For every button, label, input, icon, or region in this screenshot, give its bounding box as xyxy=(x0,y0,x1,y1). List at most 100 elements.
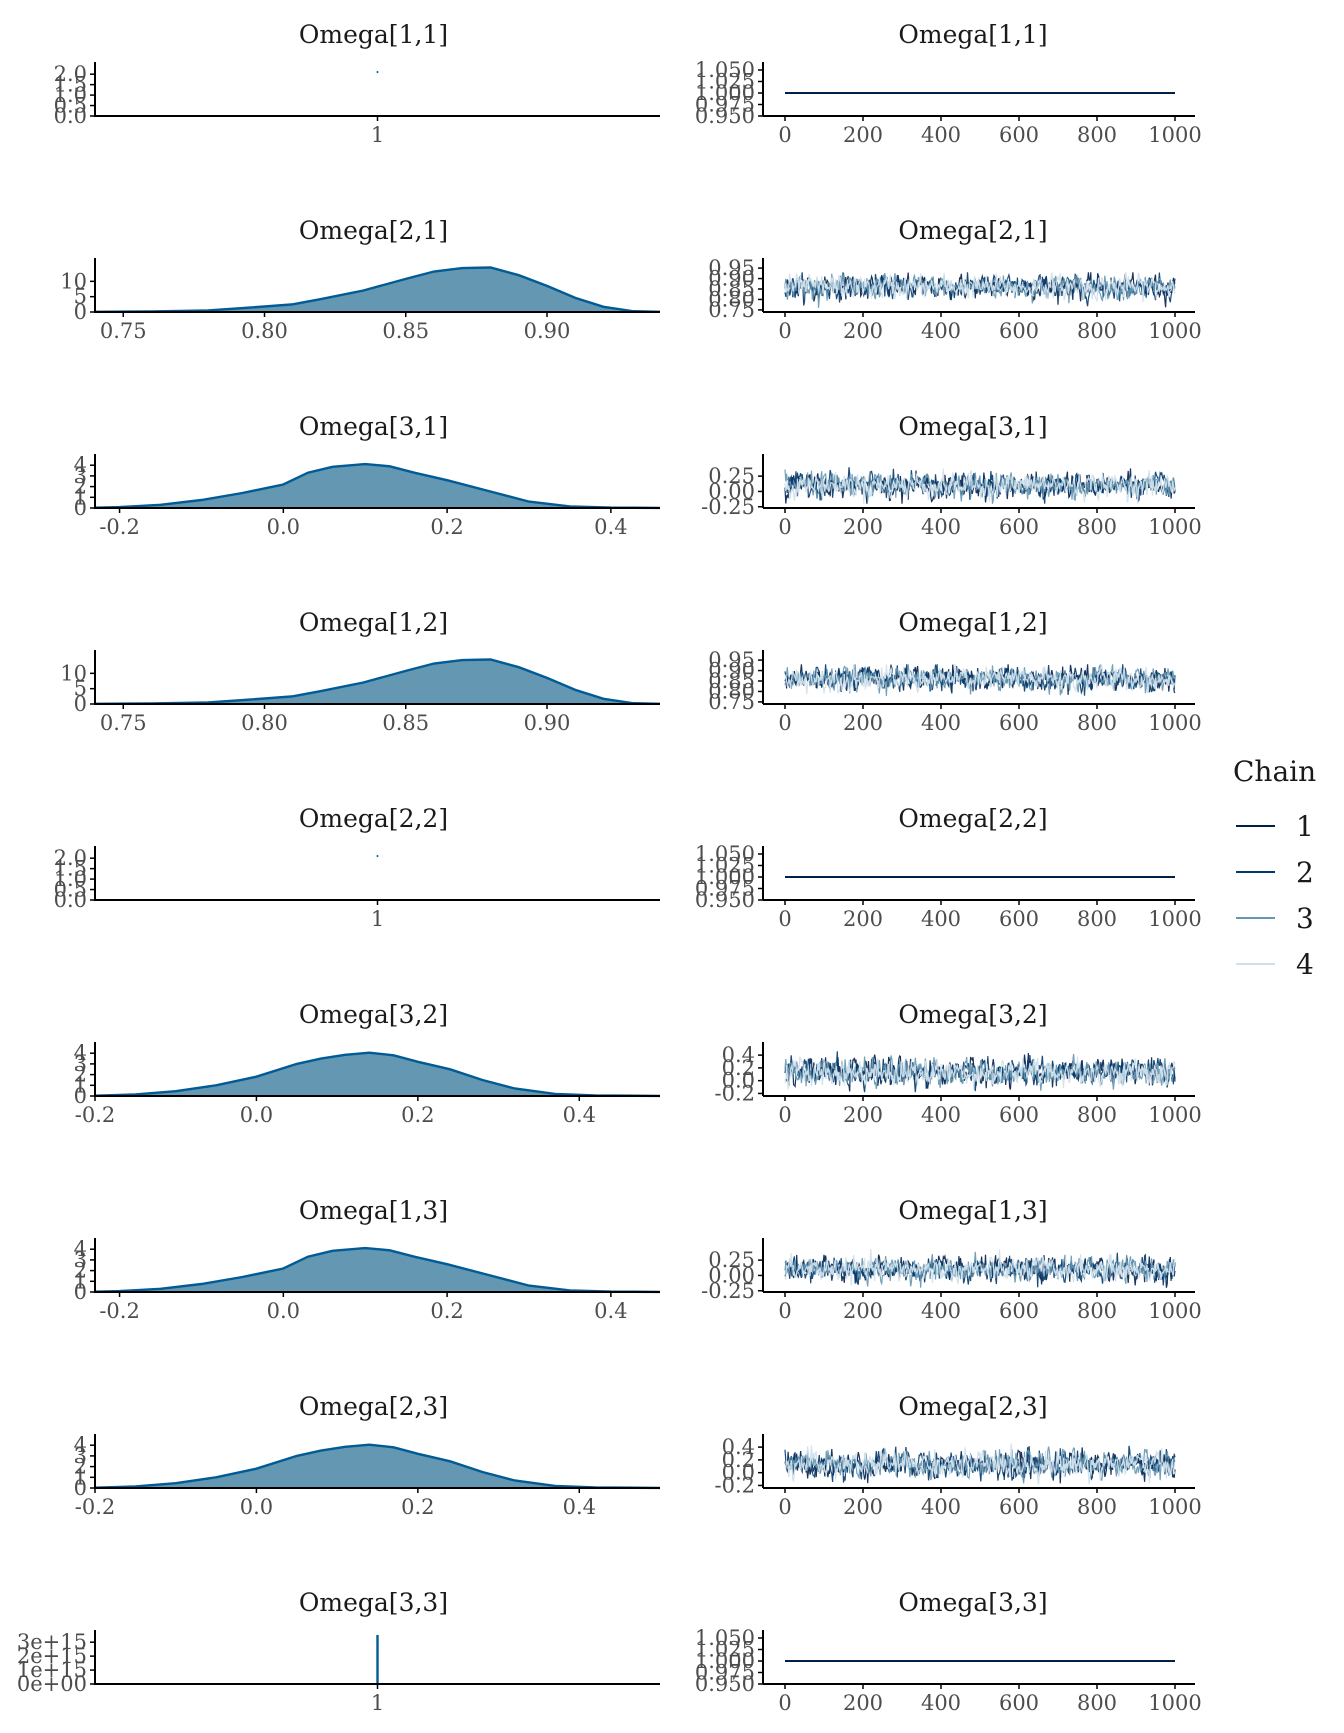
trace-y-tick-label: -0.2 xyxy=(715,1081,756,1105)
chain-legend: Chain 1 2 3 4 xyxy=(1233,755,1316,981)
density-x-tick-label: 1 xyxy=(371,123,384,147)
density-x-tick-label: 0.2 xyxy=(430,1299,463,1323)
trace-panel-title: Omega[2,2] xyxy=(898,804,1047,833)
trace-y-tick-label: 0.950 xyxy=(695,888,755,912)
density-y-tick-label: 0.0 xyxy=(54,888,87,912)
density-panel-title: Omega[1,2] xyxy=(299,608,448,637)
trace-x-tick-label: 0 xyxy=(778,515,791,539)
density-x-tick-label: 0.2 xyxy=(401,1495,434,1519)
trace-y-tick-label: 0.25 xyxy=(708,464,755,488)
trace-y-tick-label: 0.95 xyxy=(708,648,755,672)
trace-x-tick-label: 0 xyxy=(778,711,791,735)
legend-label-chain-2: 2 xyxy=(1296,856,1314,889)
trace-panel-2: Omega[2,1] 0 200 400 600 800 1000 0.750.800.850… xyxy=(708,216,1201,343)
trace-x-tick-label: 1000 xyxy=(1148,907,1201,931)
trace-y-tick-label: 0.00 xyxy=(708,479,755,503)
trace-panel-5: Omega[2,2]0 200 400 600 800 10000.9500.9751.0… xyxy=(695,804,1202,931)
trace-x-tick-label: 400 xyxy=(921,907,961,931)
trace-x-tick-label: 400 xyxy=(921,711,961,735)
trace-x-tick-label: 200 xyxy=(843,515,883,539)
density-y-tick-label: 3e+15 xyxy=(17,1630,87,1654)
density-y-tick-label: 0.5 xyxy=(54,878,87,902)
density-y-tick-label: 5 xyxy=(74,677,87,701)
density-y-tick-label: 3 xyxy=(74,464,87,488)
trace-y-tick-label: 0.85 xyxy=(708,277,755,301)
density-x-tick-label: -0.2 xyxy=(99,515,140,539)
density-x-tick-label: 0.2 xyxy=(401,1103,434,1127)
trace-x-tick-label: 400 xyxy=(921,1691,961,1715)
density-area xyxy=(95,659,660,704)
density-y-tick-label: 2.0 xyxy=(54,62,87,86)
density-y-tick-label: 0 xyxy=(74,1476,87,1500)
density-panel-title: Omega[1,3] xyxy=(299,1196,448,1225)
trace-panel-4: Omega[1,2] 0 200 400 600 800 1000 0.750.800.850… xyxy=(708,608,1201,735)
trace-y-tick-label: 0.4 xyxy=(722,1435,755,1459)
trace-y-tick-label: 0.85 xyxy=(708,669,755,693)
density-y-tick-label: 2 xyxy=(74,1063,87,1087)
trace-y-tick-label: 0.950 xyxy=(695,104,755,128)
density-y-tick-label: 1.5 xyxy=(54,73,87,97)
trace-panel-6: Omega[3,2] 0 200 400 600 800 1000 -0.20.00.20.4 xyxy=(715,1000,1202,1127)
trace-x-tick-label: 0 xyxy=(778,1299,791,1323)
density-area xyxy=(95,1052,660,1096)
density-y-tick-label: 0.0 xyxy=(54,104,87,128)
trace-x-tick-label: 400 xyxy=(921,319,961,343)
trace-x-tick-label: 200 xyxy=(843,1103,883,1127)
trace-y-tick-label: 0.90 xyxy=(708,267,755,291)
trace-x-tick-label: 200 xyxy=(843,711,883,735)
density-y-tick-label: 3 xyxy=(74,1052,87,1076)
trace-x-tick-label: 800 xyxy=(1077,515,1117,539)
density-panel-title: Omega[2,1] xyxy=(299,216,448,245)
trace-x-tick-label: 200 xyxy=(843,319,883,343)
density-y-tick-label: 4 xyxy=(74,453,87,477)
trace-x-tick-label: 600 xyxy=(999,319,1039,343)
density-y-tick-label: 2 xyxy=(74,1455,87,1479)
trace-line-chain-4 xyxy=(784,272,1176,302)
trace-y-tick-label: 1.025 xyxy=(695,70,755,94)
trace-line-chain-4 xyxy=(784,1248,1176,1286)
density-x-tick-label: 0.4 xyxy=(563,1103,596,1127)
density-x-tick-label: 0.75 xyxy=(100,711,147,735)
trace-x-tick-label: 1000 xyxy=(1148,711,1201,735)
density-y-tick-label: 3 xyxy=(74,1248,87,1272)
trace-y-tick-label: 0.80 xyxy=(708,679,755,703)
density-x-tick-label: 0.4 xyxy=(594,515,627,539)
density-x-tick-label: 1 xyxy=(371,907,384,931)
trace-panel-8: Omega[2,3] 0 200 400 600 800 1000 -0.20.00.20.4 xyxy=(715,1392,1202,1519)
trace-x-tick-label: 800 xyxy=(1077,711,1117,735)
density-x-tick-label: 0.2 xyxy=(430,515,463,539)
density-x-tick-label: 1 xyxy=(371,1691,384,1715)
trace-x-tick-label: 800 xyxy=(1077,907,1117,931)
trace-x-tick-label: 600 xyxy=(999,1495,1039,1519)
density-x-tick-label: 0.4 xyxy=(563,1495,596,1519)
density-x-tick-label: -0.2 xyxy=(99,1299,140,1323)
density-area xyxy=(95,267,660,312)
trace-y-tick-label: 0.0 xyxy=(722,1069,755,1093)
density-x-tick-label: 0.85 xyxy=(382,711,429,735)
trace-y-tick-label: 1.000 xyxy=(695,81,755,105)
trace-x-tick-label: 0 xyxy=(778,1495,791,1519)
trace-y-tick-label: 1.025 xyxy=(695,854,755,878)
trace-y-tick-label: 0.2 xyxy=(722,1448,755,1472)
density-y-tick-label: 0 xyxy=(74,496,87,520)
density-panel-5: Omega[2,2] 1 0.00.51.01.52.0 xyxy=(54,804,660,931)
density-x-tick-label: -0.2 xyxy=(75,1103,116,1127)
trace-x-tick-label: 1000 xyxy=(1148,319,1201,343)
trace-x-tick-label: 1000 xyxy=(1148,1495,1201,1519)
trace-x-tick-label: 400 xyxy=(921,1103,961,1127)
trace-panel-title: Omega[1,2] xyxy=(898,608,1047,637)
density-y-tick-label: 5 xyxy=(74,285,87,309)
trace-y-tick-label: -0.25 xyxy=(701,1279,755,1303)
legend-label-chain-4: 4 xyxy=(1296,948,1314,981)
trace-x-tick-label: 600 xyxy=(999,1103,1039,1127)
trace-y-tick-label: 1.000 xyxy=(695,1649,755,1673)
legend-label-chain-1: 1 xyxy=(1296,810,1314,843)
trace-x-tick-label: 600 xyxy=(999,1691,1039,1715)
density-area xyxy=(95,464,660,508)
trace-y-tick-label: -0.25 xyxy=(701,495,755,519)
